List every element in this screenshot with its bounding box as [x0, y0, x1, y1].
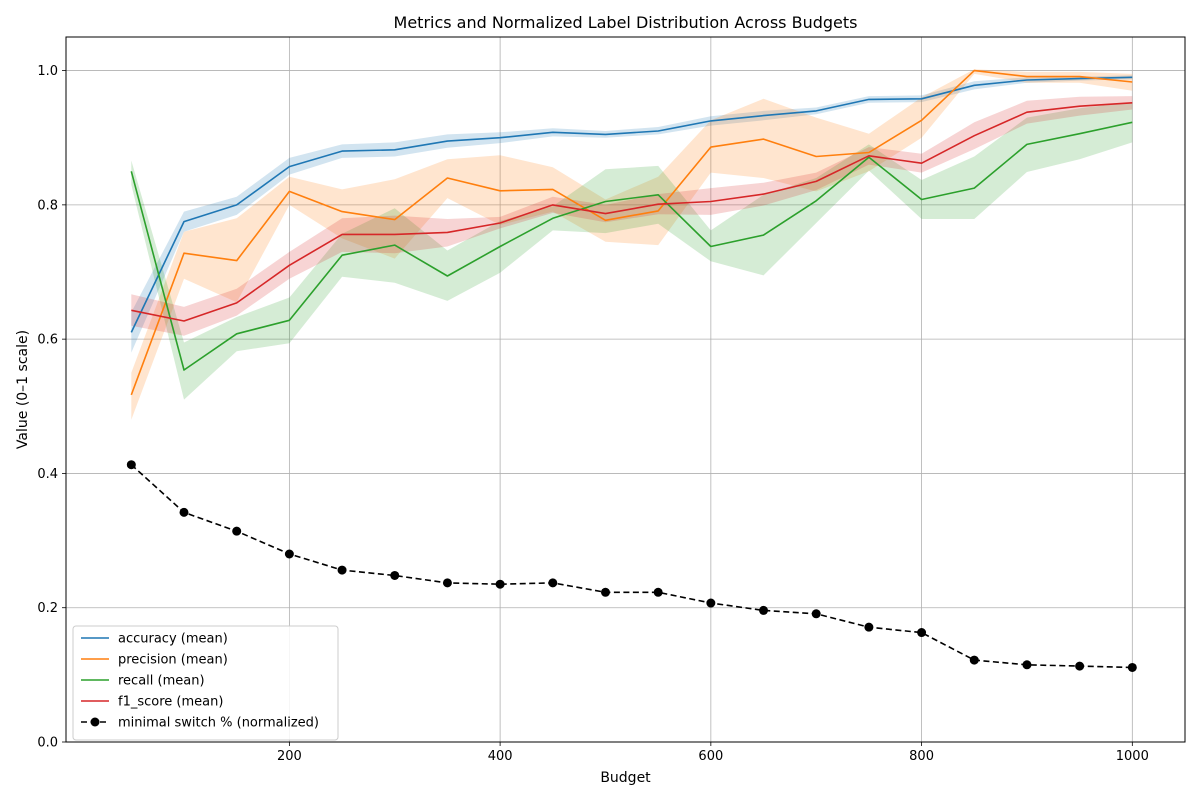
- data-point: [706, 598, 716, 608]
- data-point: [653, 587, 663, 597]
- x-tick-label: 800: [909, 749, 934, 764]
- plot-frame: [65, 36, 1186, 743]
- confidence-band: [131, 102, 1133, 400]
- series-line: [131, 102, 1133, 322]
- confidence-band: [131, 69, 1133, 420]
- y-tick-label: 0.8: [37, 198, 58, 213]
- series-markers: [126, 460, 1137, 672]
- data-point: [548, 578, 558, 588]
- data-point: [1127, 662, 1137, 672]
- legend-marker: [90, 717, 100, 727]
- x-tick-label: 1000: [1116, 749, 1149, 764]
- legend-label: f1_score (mean): [118, 695, 223, 710]
- x-tick-label: 400: [488, 749, 513, 764]
- data-point: [126, 460, 136, 470]
- series-line: [130, 464, 1133, 669]
- y-tick-label: 1.0: [37, 64, 58, 79]
- x-axis-title: Budget: [600, 770, 651, 786]
- data-point: [1022, 660, 1032, 670]
- data-point: [390, 570, 400, 580]
- y-tick-label: 0.6: [37, 333, 58, 348]
- legend: accuracy (mean) precision (mean) recall (m…: [72, 625, 339, 741]
- series-line: [130, 121, 1133, 371]
- y-tick-label: 0.0: [37, 736, 58, 751]
- data-point: [917, 628, 927, 638]
- data-point: [811, 609, 821, 619]
- legend-box: [72, 625, 339, 741]
- series-line: [130, 69, 1133, 396]
- y-tick-label: 0.2: [37, 601, 58, 616]
- data-point: [179, 507, 189, 517]
- data-point: [864, 622, 874, 632]
- data-point: [232, 526, 242, 536]
- confidence-bands: [131, 69, 1133, 420]
- data-point: [337, 565, 347, 575]
- data-point: [969, 655, 979, 665]
- x-tick-label: 200: [277, 749, 302, 764]
- data-point: [759, 605, 769, 615]
- chart-title: Metrics and Normalized Label Distributio…: [394, 13, 858, 32]
- y-tick-label: 0.4: [37, 467, 58, 482]
- data-point: [284, 549, 294, 559]
- data-point: [442, 578, 452, 588]
- y-axis-title: Value (0–1 scale): [15, 330, 31, 449]
- axis-ticks: 200 400 600 800 1000 0.0 0.2 0.4 0.6 0.8 1.0: [37, 64, 1149, 764]
- data-point: [600, 587, 610, 597]
- confidence-band: [131, 75, 1133, 353]
- data-point: [495, 579, 505, 589]
- series-lines: [130, 69, 1133, 669]
- legend-label: accuracy (mean): [118, 632, 228, 647]
- legend-label: precision (mean): [118, 653, 228, 668]
- legend-label: minimal switch % (normalized): [118, 716, 319, 731]
- data-point: [1075, 661, 1085, 671]
- legend-label: recall (mean): [118, 674, 205, 689]
- series-line: [130, 76, 1133, 333]
- x-tick-label: 600: [698, 749, 723, 764]
